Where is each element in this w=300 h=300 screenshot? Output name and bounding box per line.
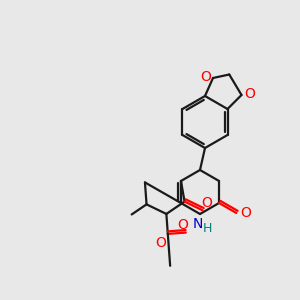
Text: N: N <box>193 217 203 231</box>
Text: O: O <box>177 218 188 232</box>
Text: O: O <box>201 196 212 210</box>
Text: O: O <box>201 70 212 84</box>
Text: O: O <box>240 206 251 220</box>
Text: O: O <box>155 236 167 250</box>
Text: O: O <box>244 87 255 101</box>
Text: H: H <box>202 223 212 236</box>
